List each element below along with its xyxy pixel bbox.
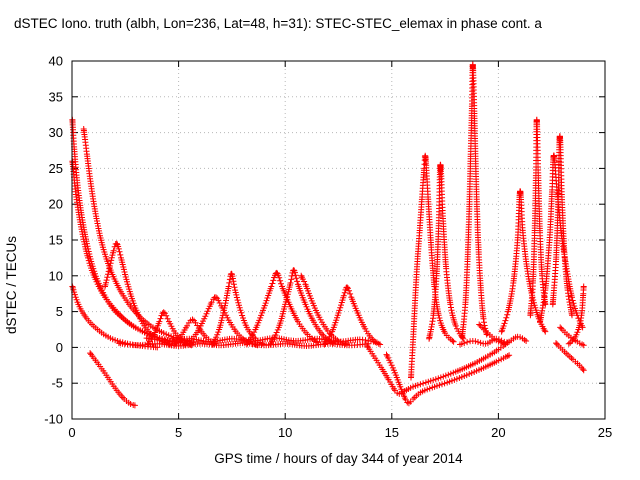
y-tick-label: 20 [49, 197, 63, 212]
y-tick-label: 15 [49, 233, 63, 248]
y-tick-label: 10 [49, 268, 63, 283]
y-tick-label: 25 [49, 161, 63, 176]
data-markers [69, 61, 587, 409]
y-axis-label: dSTEC / TECUs [4, 235, 19, 335]
y-tick-label: -10 [44, 412, 63, 427]
y-tick-label: 40 [49, 54, 63, 69]
plot-border [71, 60, 606, 420]
x-tick-label: 5 [175, 425, 182, 440]
chart-title: dSTEC Iono. truth (albh, Lon=236, Lat=48… [14, 16, 542, 31]
x-tick-label: 25 [598, 425, 612, 440]
x-tick-label: 20 [491, 425, 505, 440]
x-tick-label: 15 [385, 425, 399, 440]
y-tick-label: 30 [49, 125, 63, 140]
y-tick-label: 35 [49, 89, 63, 104]
y-tick-label: 5 [56, 304, 63, 319]
y-tick-label: 0 [56, 340, 63, 355]
x-tick-label: 10 [278, 425, 292, 440]
x-axis-label: GPS time / hours of day 344 of year 2014 [214, 451, 463, 466]
y-tick-label: -5 [51, 376, 63, 391]
x-tick-label: 0 [68, 425, 75, 440]
